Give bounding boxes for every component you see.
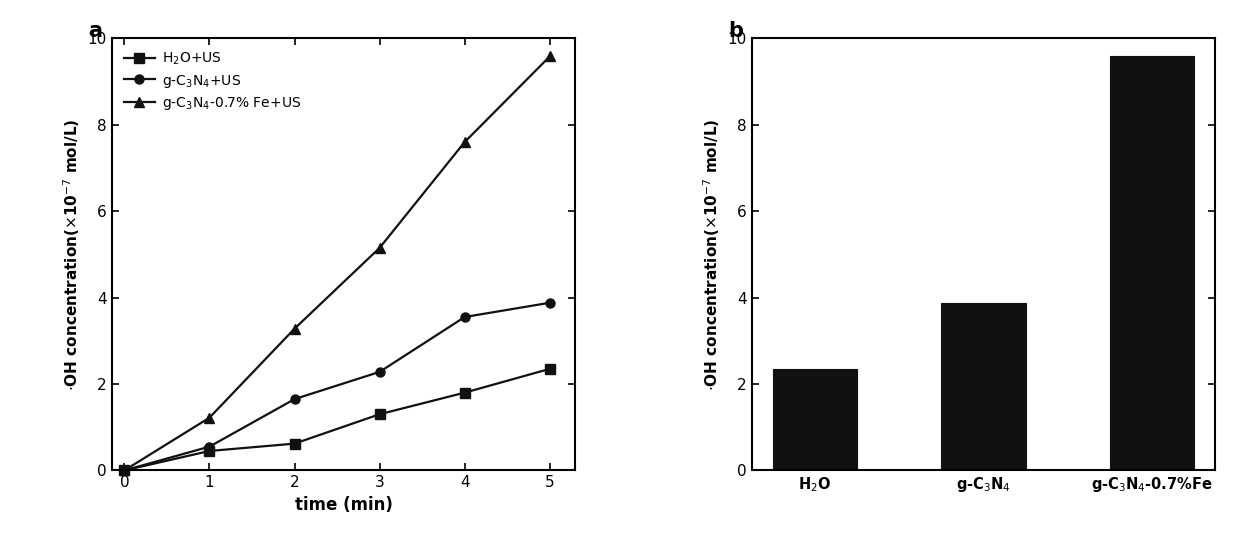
Line: H$_2$O+US: H$_2$O+US xyxy=(120,364,554,475)
Line: g-C$_3$N$_4$+US: g-C$_3$N$_4$+US xyxy=(120,298,554,475)
g-C$_3$N$_4$-0.7% Fe+US xyxy=(288,325,303,332)
H$_2$O+US xyxy=(202,447,217,454)
g-C$_3$N$_4$-0.7% Fe+US xyxy=(542,53,557,60)
g-C$_3$N$_4$+US xyxy=(288,396,303,403)
g-C$_3$N$_4$+US xyxy=(202,444,217,450)
g-C$_3$N$_4$-0.7% Fe+US xyxy=(458,139,472,146)
g-C$_3$N$_4$-0.7% Fe+US xyxy=(372,245,387,251)
Text: b: b xyxy=(728,21,743,41)
Line: g-C$_3$N$_4$-0.7% Fe+US: g-C$_3$N$_4$-0.7% Fe+US xyxy=(120,52,554,475)
Y-axis label: $\cdot$OH concentration($\times$10$^{-7}$ mol/L): $\cdot$OH concentration($\times$10$^{-7}… xyxy=(61,118,82,391)
H$_2$O+US xyxy=(458,389,472,396)
g-C$_3$N$_4$+US xyxy=(117,467,131,474)
H$_2$O+US xyxy=(372,411,387,417)
Y-axis label: $\cdot$OH concentration($\times$10$^{-7}$ mol/L): $\cdot$OH concentration($\times$10$^{-7}… xyxy=(701,118,722,391)
H$_2$O+US xyxy=(117,467,131,474)
H$_2$O+US xyxy=(288,440,303,447)
g-C$_3$N$_4$+US xyxy=(458,314,472,321)
Bar xyxy=(773,369,857,470)
Bar xyxy=(1110,56,1194,470)
g-C$_3$N$_4$-0.7% Fe+US xyxy=(117,467,131,474)
Text: a: a xyxy=(88,21,103,41)
Bar xyxy=(941,302,1025,470)
g-C$_3$N$_4$-0.7% Fe+US xyxy=(202,415,217,421)
H$_2$O+US xyxy=(542,365,557,372)
g-C$_3$N$_4$+US xyxy=(542,299,557,306)
Legend: H$_2$O+US, g-C$_3$N$_4$+US, g-C$_3$N$_4$-0.7% Fe+US: H$_2$O+US, g-C$_3$N$_4$+US, g-C$_3$N$_4$… xyxy=(119,45,306,118)
g-C$_3$N$_4$+US xyxy=(372,369,387,375)
X-axis label: time (min): time (min) xyxy=(295,496,392,514)
